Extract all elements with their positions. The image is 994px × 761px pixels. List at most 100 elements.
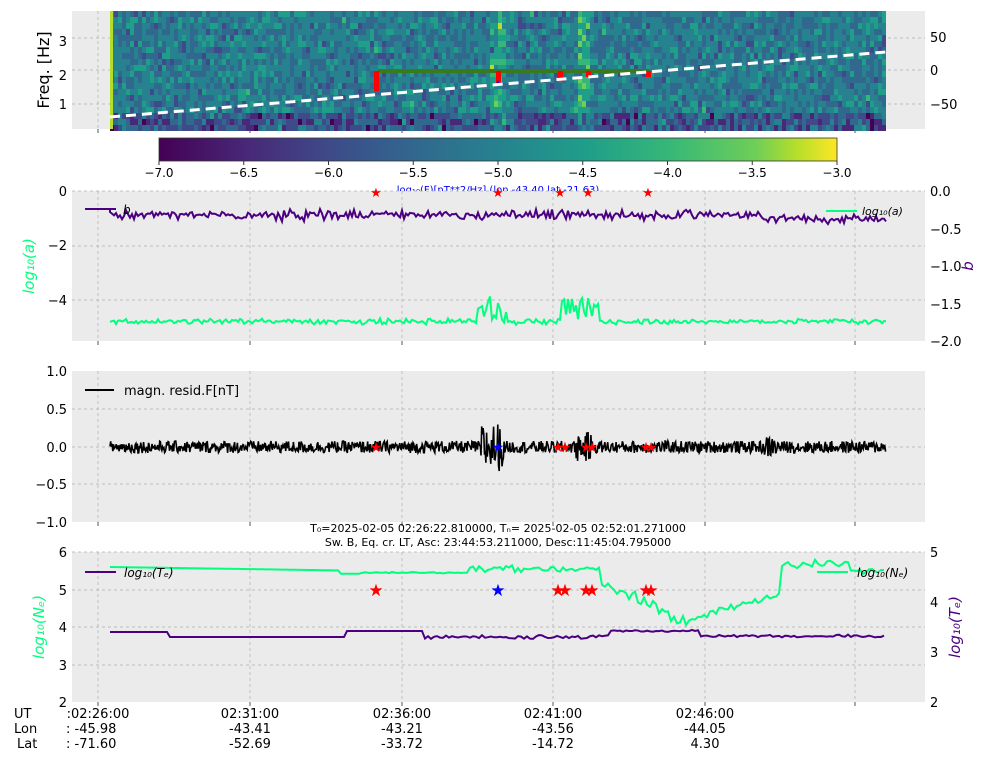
spectrogram-cell	[386, 59, 390, 65]
spectrogram-cell	[534, 119, 538, 125]
spectrogram-cell	[790, 77, 794, 83]
spectrogram-cell	[458, 83, 462, 89]
spectrogram-cell	[402, 95, 406, 101]
spectrogram-cell	[534, 53, 538, 59]
spectrogram-cell	[870, 107, 874, 113]
spectrogram-cell	[522, 17, 526, 23]
spectrogram-cell	[482, 71, 486, 77]
spectrogram-cell	[398, 17, 402, 23]
spectrogram-cell	[326, 119, 330, 125]
series-log10a-line	[109, 295, 887, 327]
spectrogram-cell	[150, 53, 154, 59]
spectrogram-cell	[354, 35, 358, 41]
spectrogram-cell	[806, 53, 810, 59]
spectrogram-cell	[166, 35, 170, 41]
spectrogram-cell	[430, 95, 434, 101]
spectrogram-cell	[438, 95, 442, 101]
event-star: ★	[557, 581, 572, 601]
spectrogram-cell	[750, 11, 754, 17]
spectrogram-cell	[790, 23, 794, 29]
spectrogram-cell	[650, 101, 654, 107]
spectrogram-cell	[306, 41, 310, 47]
spectrogram-cell	[670, 107, 674, 113]
spectrogram-cell	[330, 65, 334, 71]
spectrogram-cell	[330, 83, 334, 89]
spectrogram-cell	[870, 47, 874, 53]
spectrogram-cell	[654, 119, 658, 125]
spectrogram-cell	[462, 29, 466, 35]
spectrogram-cell	[718, 77, 722, 83]
spectrogram-cell	[602, 35, 606, 41]
spectrogram-cell	[850, 77, 854, 83]
spectrogram-cell	[486, 101, 490, 107]
spectrogram-cell	[794, 35, 798, 41]
spectrogram-cell	[154, 113, 158, 119]
spectrogram-cell	[310, 29, 314, 35]
spectrogram-cell	[622, 125, 626, 131]
spectrogram-cell	[654, 17, 658, 23]
spectrogram-cell	[426, 101, 430, 107]
spectrogram-cell	[710, 125, 714, 131]
spectrogram-cell	[690, 53, 694, 59]
spectrogram-cell	[222, 59, 226, 65]
spectrogram-cell	[366, 59, 370, 65]
spectrogram-cell	[842, 41, 846, 47]
spectrogram-cell	[534, 41, 538, 47]
spectrogram-cell	[274, 113, 278, 119]
spectrogram-cell	[594, 23, 598, 29]
spectrogram-cell	[514, 17, 518, 23]
spectrogram-cell	[610, 77, 614, 83]
spectrogram-cell	[842, 17, 846, 23]
spectrogram-cell	[782, 47, 786, 53]
spectrogram-cell	[666, 29, 670, 35]
spectrogram-cell	[758, 35, 762, 41]
spectrogram-cell	[810, 17, 814, 23]
spectrogram-cell	[410, 59, 414, 65]
spectrogram-cell	[470, 77, 474, 83]
spectrogram-cell	[630, 65, 634, 71]
spectrogram-cell	[458, 89, 462, 95]
spectrogram-cell	[630, 53, 634, 59]
spectrogram-cell	[194, 113, 198, 119]
spectrogram-cell	[758, 23, 762, 29]
spectrogram-cell	[362, 83, 366, 89]
spectrogram-cell	[322, 23, 326, 29]
spectrogram-cell	[586, 113, 590, 119]
spectrogram-cell	[362, 47, 366, 53]
spectrogram-cell	[834, 83, 838, 89]
spectrogram-cell	[750, 125, 754, 131]
spectrogram-cell	[582, 11, 586, 17]
spectrogram-cell	[598, 53, 602, 59]
spectrogram-cell	[542, 53, 546, 59]
spectrogram-cell	[302, 59, 306, 65]
spectrogram-cell	[582, 89, 586, 95]
spectrogram-cell	[466, 17, 470, 23]
spectrogram-cell	[438, 125, 442, 131]
spectrogram-cell	[582, 125, 586, 131]
spectrogram-cell	[806, 89, 810, 95]
spectrogram-cell	[198, 53, 202, 59]
spectrogram-cell	[858, 95, 862, 101]
spectrogram-cell	[874, 29, 878, 35]
spectrogram-cell	[370, 113, 374, 119]
spectrogram-cell	[390, 77, 394, 83]
spectrogram-cell	[534, 89, 538, 95]
spectrogram-cell	[498, 41, 502, 47]
spectrogram-cell	[118, 65, 122, 71]
spectrogram-cell	[746, 47, 750, 53]
spectrogram-cell	[242, 113, 246, 119]
spectrogram-cell	[546, 107, 550, 113]
spectrogram-cell	[570, 83, 574, 89]
spectrogram-cell	[282, 65, 286, 71]
spectrogram-cell	[674, 41, 678, 47]
spectrogram-cell	[810, 53, 814, 59]
spectrogram-cell	[538, 119, 542, 125]
spectrogram-cell	[322, 65, 326, 71]
spectrogram-cell	[514, 89, 518, 95]
event-star: ★	[578, 581, 593, 601]
spectrogram-cell	[770, 83, 774, 89]
spectrogram-cell	[430, 59, 434, 65]
spectrogram-cell	[666, 107, 670, 113]
spectrogram-cell	[130, 65, 134, 71]
spectrogram-cell	[474, 41, 478, 47]
